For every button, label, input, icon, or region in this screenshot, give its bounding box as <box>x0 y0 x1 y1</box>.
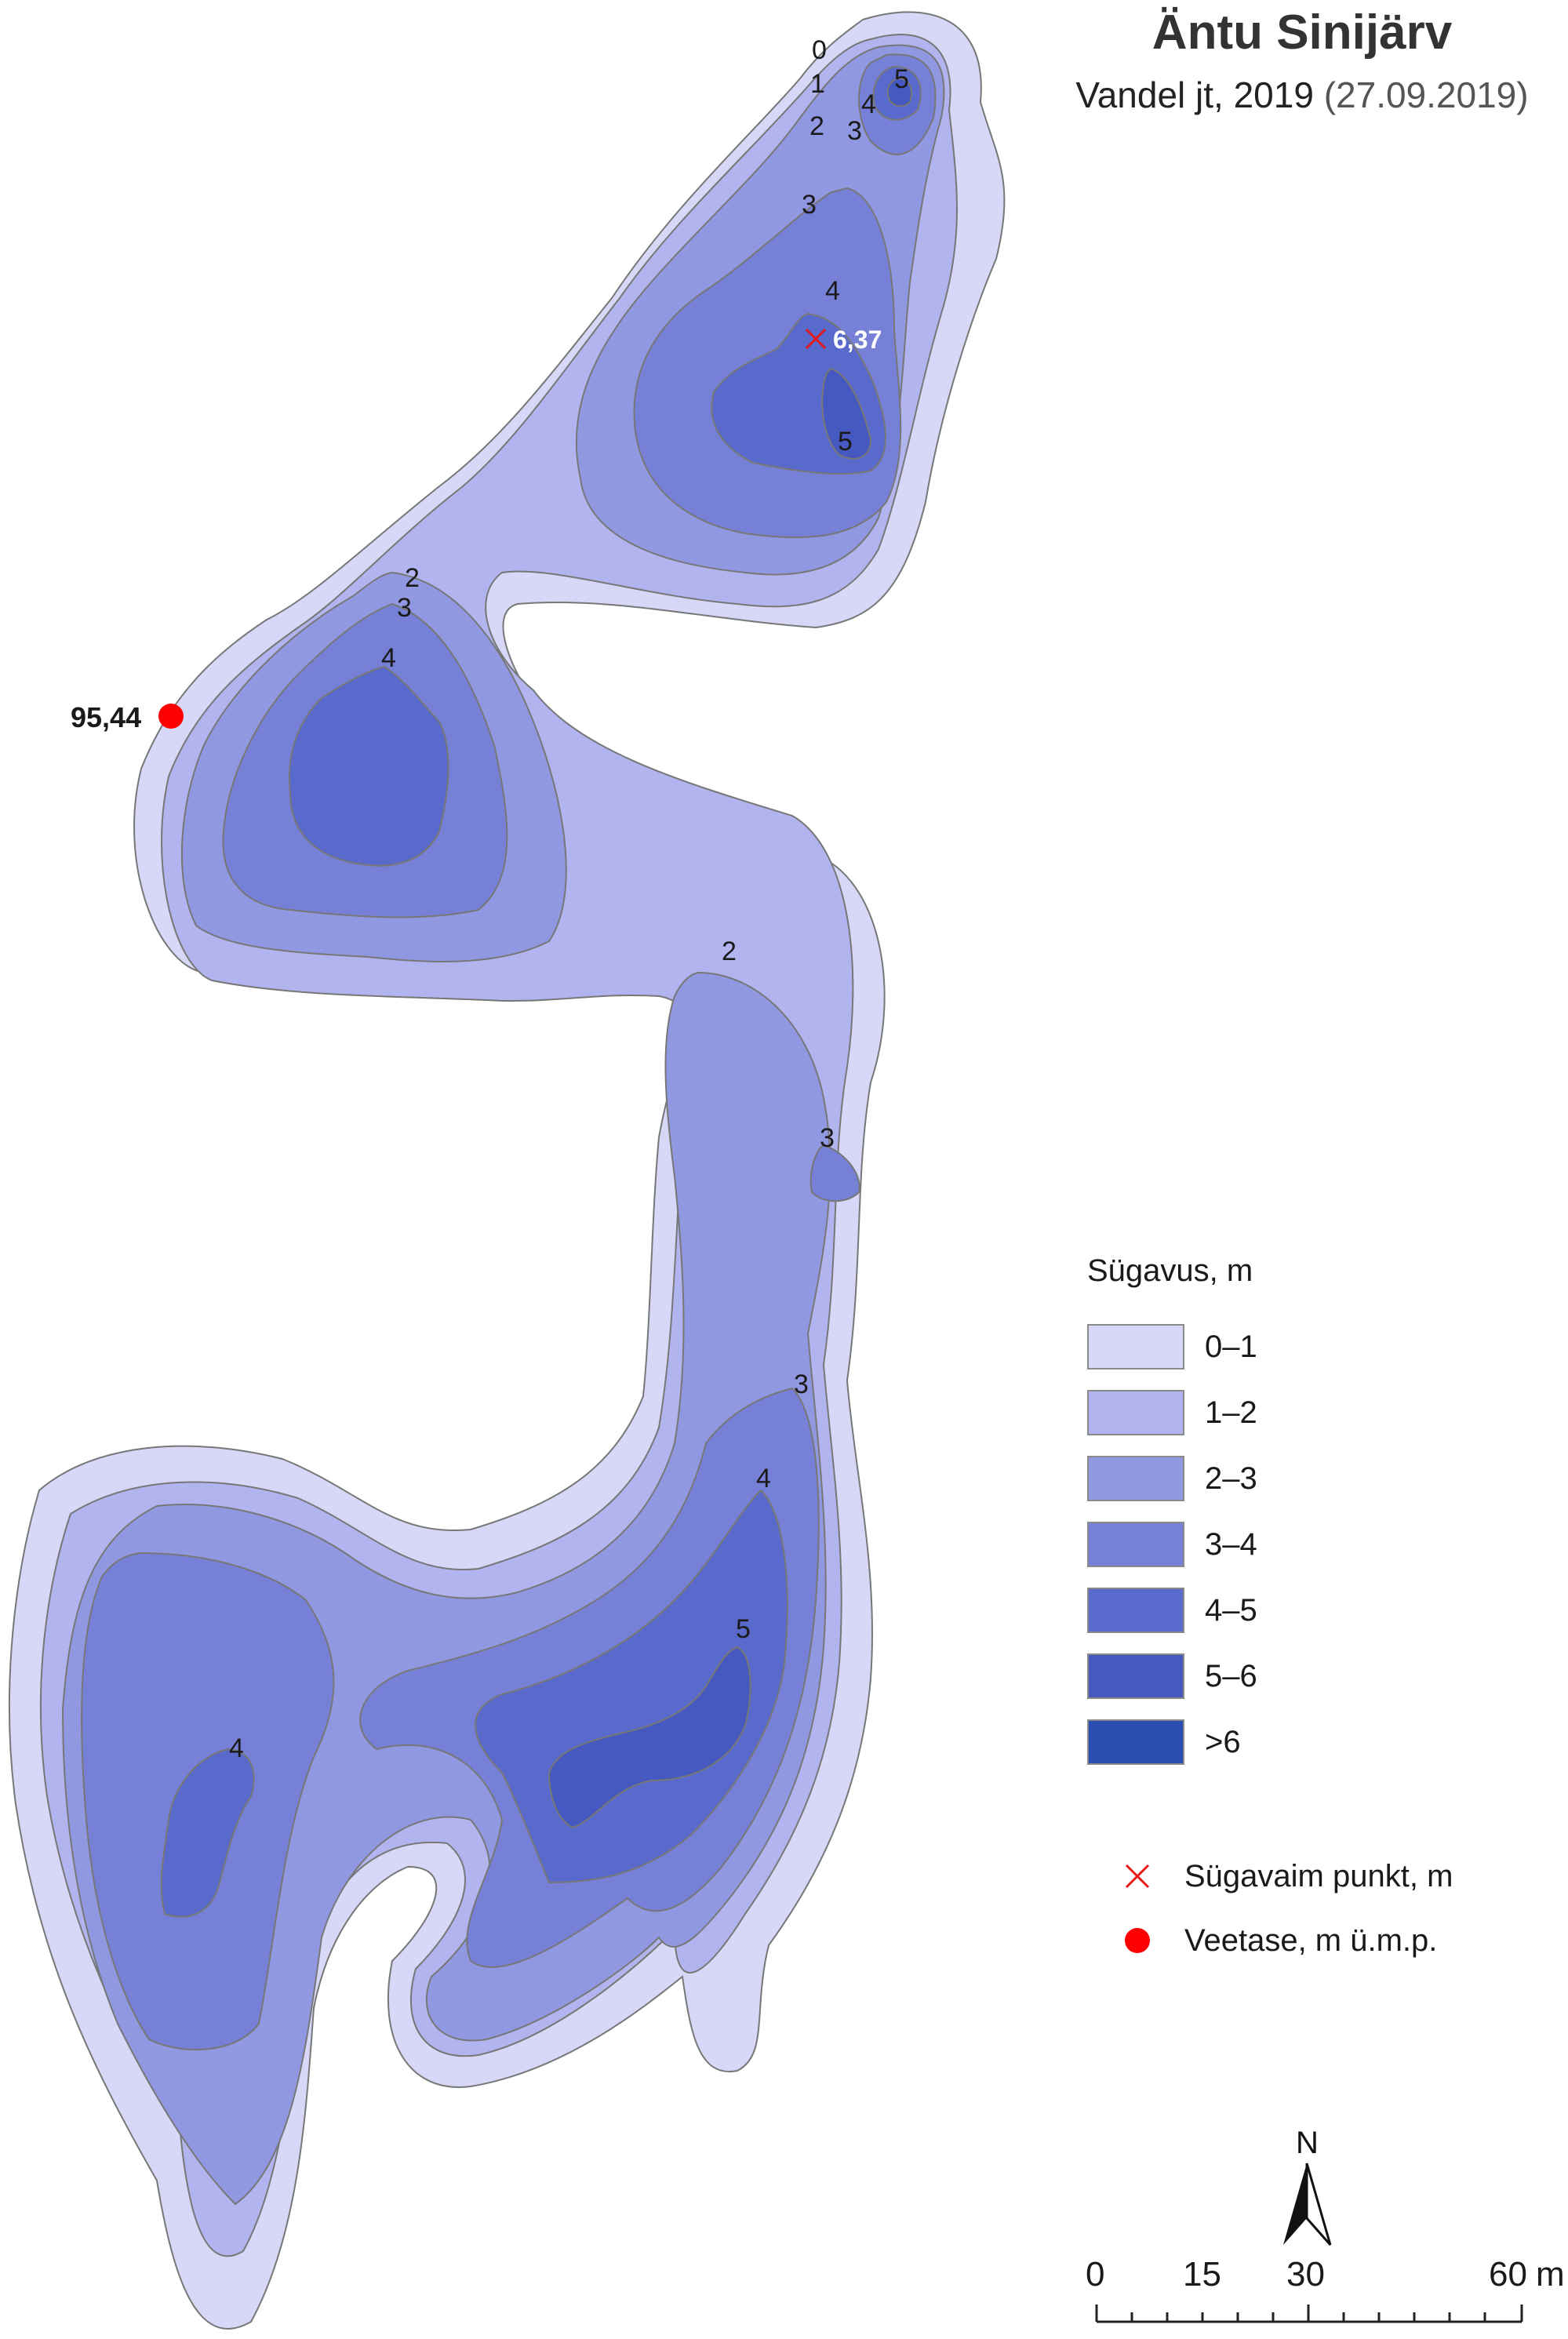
contour-label: 5 <box>838 427 853 457</box>
contour-label: 5 <box>894 64 909 94</box>
scale-tick-label: 15 <box>1183 2255 1221 2294</box>
legend-swatch <box>1087 1522 1184 1567</box>
contour-label: 3 <box>397 593 412 623</box>
legend-deepest-label: Sügavaim punkt, m <box>1184 1858 1453 1893</box>
legend-item: >6 <box>1087 1709 1526 1775</box>
subtitle-date: (27.09.2019) <box>1323 75 1529 115</box>
scale-tick-label: 0 <box>1086 2255 1105 2294</box>
contour-label: 2 <box>405 563 420 593</box>
depth-zone-4-5-west <box>289 665 449 867</box>
legend-item: 0–1 <box>1087 1314 1526 1380</box>
map-title: Äntu Sinijärv <box>1151 5 1453 60</box>
depth-zone-3-4-channel <box>809 1144 860 1202</box>
contour-label: 4 <box>756 1464 771 1493</box>
legend-label: 2–3 <box>1205 1461 1257 1496</box>
contour-label: 4 <box>381 643 396 673</box>
contour-label: 3 <box>847 116 862 146</box>
contour-label: 1 <box>810 69 825 99</box>
contour-label: 3 <box>802 190 817 220</box>
legend-swatch <box>1087 1719 1184 1765</box>
legend-item: 4–5 <box>1087 1577 1526 1643</box>
deepest-point-value: 6,37 <box>833 326 882 354</box>
contour-label: 5 <box>736 1614 751 1644</box>
legend-label: 3–4 <box>1205 1526 1257 1562</box>
contour-label: 2 <box>722 937 737 966</box>
legend-water-level-row: Veetase, m ü.m.p. <box>1114 1909 1437 1972</box>
legend-deepest-symbol <box>1125 1864 1150 1889</box>
deepest-point-marker <box>805 328 827 350</box>
legend-water-level-symbol <box>1125 1928 1150 1953</box>
scale-bar <box>1095 2304 1523 2323</box>
scale-tick-label: 30 <box>1286 2255 1325 2294</box>
legend-label: >6 <box>1205 1724 1241 1759</box>
legend-item: 2–3 <box>1087 1446 1526 1511</box>
depth-legend: Sügavus, m 0–1 1–2 2–3 3–4 4–5 5–6 >6 <box>1087 1253 1526 1775</box>
legend-item: 1–2 <box>1087 1380 1526 1446</box>
contour-label: 4 <box>825 276 840 306</box>
water-level-marker <box>158 704 184 729</box>
subtitle-source: Vandel jt, 2019 <box>1075 75 1324 115</box>
water-level-value: 95,44 <box>71 701 141 733</box>
map-subtitle: Vandel jt, 2019 (27.09.2019) <box>1043 74 1561 116</box>
depth-zone-5-6-north-main <box>821 367 872 460</box>
legend-label: 4–5 <box>1205 1592 1257 1628</box>
legend-label: 0–1 <box>1205 1329 1257 1364</box>
depth-zone-5-6-southeast <box>548 1646 751 1829</box>
legend-title: Sügavus, m <box>1087 1253 1253 1288</box>
legend-swatch <box>1087 1324 1184 1370</box>
legend-swatch <box>1087 1456 1184 1501</box>
legend-swatch <box>1087 1653 1184 1699</box>
legend-label: 5–6 <box>1205 1658 1257 1693</box>
contour-label: 4 <box>229 1733 244 1763</box>
legend-deepest-row: Sügavaim punkt, m <box>1114 1845 1453 1908</box>
legend-swatch <box>1087 1390 1184 1435</box>
north-arrow-label: N <box>1296 2126 1319 2160</box>
depth-zone-4-5-southwest <box>160 1748 255 1918</box>
north-arrow <box>1283 2163 1332 2246</box>
legend-label: 1–2 <box>1205 1395 1257 1430</box>
legend-item: 5–6 <box>1087 1643 1526 1709</box>
scale-tick-label: 60 <box>1489 2255 1527 2294</box>
legend-water-level-label: Veetase, m ü.m.p. <box>1184 1922 1438 1958</box>
contour-label: 3 <box>820 1123 835 1153</box>
contour-label: 4 <box>861 89 876 119</box>
legend-swatch <box>1087 1588 1184 1633</box>
scale-unit-label: m <box>1536 2255 1565 2294</box>
legend-item: 3–4 <box>1087 1511 1526 1577</box>
contour-label: 2 <box>809 111 824 141</box>
depth-zone-5-6-north-top <box>886 77 912 107</box>
contour-label: 0 <box>812 35 827 65</box>
contour-label: 3 <box>794 1370 809 1399</box>
